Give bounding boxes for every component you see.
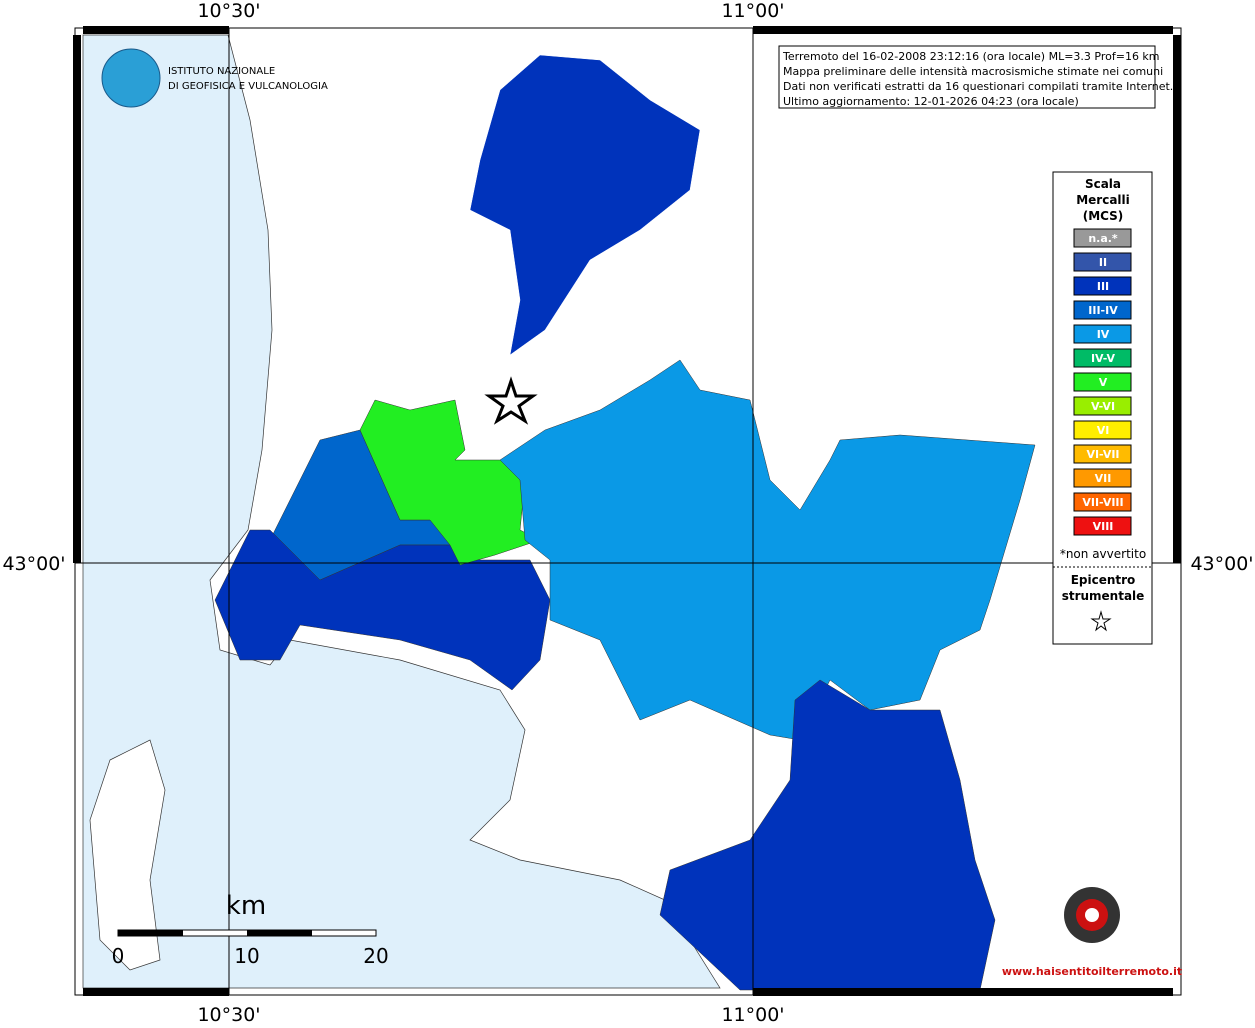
legend-swatch — [1073, 372, 1132, 392]
scale-label: 0 — [112, 944, 125, 968]
legend-star — [1090, 610, 1112, 632]
legend-title: (MCS) — [1083, 209, 1124, 223]
hst-logo-text: www.haisentitoilterremoto.it — [1002, 965, 1182, 978]
info-line: Dati non verificati estratti da 16 quest… — [783, 80, 1173, 93]
scale-bar — [118, 930, 183, 936]
legend-label: n.a.* — [1088, 232, 1118, 245]
lon-label: 10°30' — [197, 1004, 260, 1024]
frame-band — [83, 988, 229, 996]
legend-label: V — [1099, 376, 1108, 389]
legend-note: *non avvertito — [1060, 547, 1146, 561]
scale-bar — [247, 930, 312, 936]
legend-epicenter: strumentale — [1062, 589, 1145, 603]
legend-swatch — [1073, 324, 1132, 344]
legend-swatch — [1073, 348, 1132, 368]
frame-band — [753, 988, 1173, 996]
info-line: Terremoto del 16-02-2008 23:12:16 (ora l… — [782, 50, 1160, 63]
scale-label: 20 — [363, 944, 388, 968]
scale-unit: km — [226, 891, 266, 921]
epicenter-star — [484, 376, 538, 425]
legend-swatch — [1073, 444, 1132, 464]
info-line: Ultimo aggiornamento: 12-01-2026 04:23 (… — [783, 95, 1079, 108]
frame-band — [83, 26, 229, 34]
institute-logo — [101, 48, 161, 108]
legend-swatch — [1073, 228, 1132, 248]
lat-label: 43°00' — [1190, 553, 1253, 575]
legend-title: Scala — [1085, 177, 1121, 191]
sea — [82, 34, 721, 989]
legend-swatch — [1073, 516, 1132, 536]
legend-swatch — [1073, 420, 1132, 440]
legend-label: VII — [1095, 472, 1112, 485]
lon-label: 11°00' — [721, 0, 784, 22]
legend-swatch — [1073, 300, 1132, 320]
lon-label: 10°30' — [197, 0, 260, 22]
island — [89, 739, 166, 971]
legend-swatch — [1073, 396, 1132, 416]
legend-label: III-IV — [1088, 304, 1118, 317]
legend-label: VI — [1097, 424, 1110, 437]
legend-swatch — [1073, 252, 1132, 272]
legend-swatch — [1073, 276, 1132, 296]
legend-label: IV — [1097, 328, 1110, 341]
hst-logo — [1085, 908, 1099, 922]
legend-label: VI-VII — [1086, 448, 1119, 461]
legend-epicenter: Epicentro — [1071, 573, 1136, 587]
info-box — [778, 45, 1156, 109]
legend-swatch — [1073, 468, 1132, 488]
lat-label: 43°00' — [2, 553, 65, 575]
institute-name: DI GEOFISICA E VULCANOLOGIA — [168, 81, 328, 92]
region-iv — [499, 359, 1036, 741]
frame-band — [753, 26, 1173, 34]
legend-label: VII-VIII — [1082, 496, 1123, 509]
scale-label: 10 — [234, 944, 259, 968]
legend-label: II — [1099, 256, 1107, 269]
region-iii-north — [469, 54, 701, 356]
frame-band — [1173, 35, 1181, 563]
region-iii-west — [214, 529, 551, 691]
legend-title: Mercalli — [1076, 193, 1130, 207]
legend-label: IV-V — [1091, 352, 1116, 365]
frame-band — [73, 35, 81, 563]
legend-label: V-VI — [1091, 400, 1115, 413]
legend-label: VIII — [1093, 520, 1114, 533]
legend-swatch — [1073, 492, 1132, 512]
institute-name: ISTITUTO NAZIONALE — [168, 66, 275, 77]
legend-label: III — [1097, 280, 1109, 293]
info-line: Mappa preliminare delle intensità macros… — [783, 65, 1163, 78]
lon-label: 11°00' — [721, 1004, 784, 1024]
